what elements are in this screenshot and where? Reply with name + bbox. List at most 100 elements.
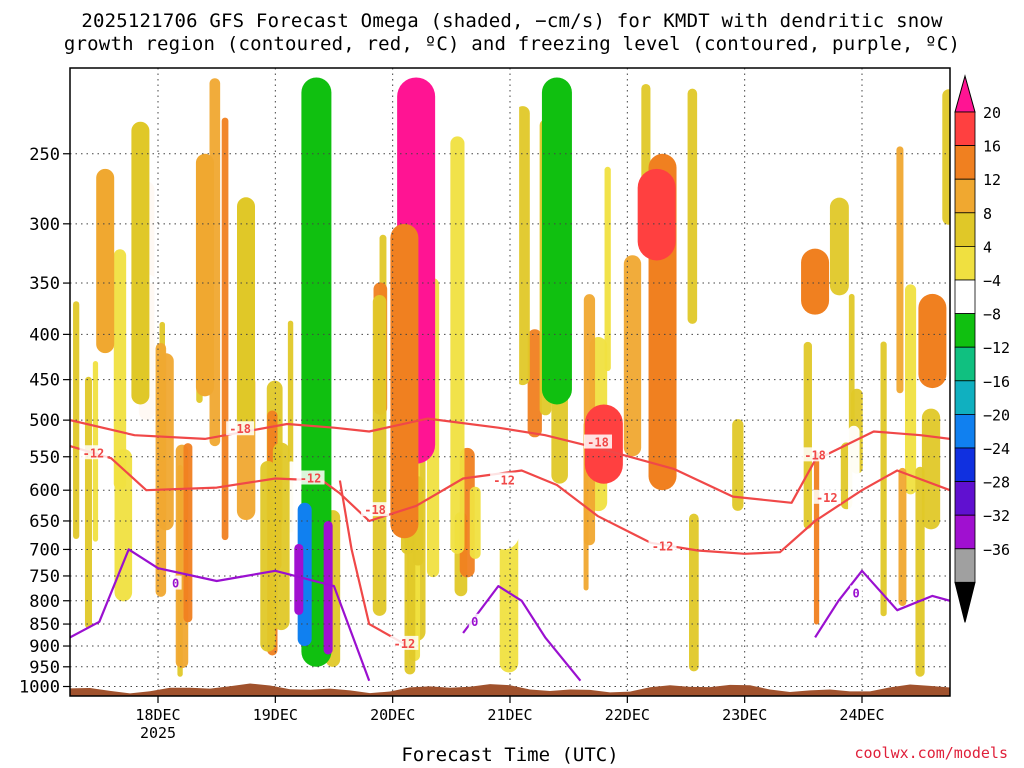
y-tick-label: 350: [29, 274, 60, 294]
colorbar-level-label: −12: [983, 339, 1010, 357]
site-credit[interactable]: coolwx.com/models: [854, 744, 1008, 762]
omega-cell: [131, 121, 150, 405]
omega-streak: [813, 451, 820, 625]
omega-streak: [372, 295, 387, 616]
x-year-label: 2025: [140, 724, 176, 742]
omega-streak: [942, 89, 950, 225]
omega-streak: [715, 175, 733, 382]
dgz-contour-label-bg: [648, 538, 677, 553]
y-tick-label: 950: [29, 658, 60, 678]
dgz-contour-label-bg: [801, 447, 830, 462]
x-tick-label: 20DEC: [370, 706, 415, 724]
omega-streak: [866, 379, 884, 658]
y-tick-label: 450: [29, 371, 60, 391]
colorbar-swatch: [954, 245, 976, 281]
omega-streak: [84, 376, 92, 629]
omega-streak: [623, 255, 642, 457]
omega-streak: [551, 388, 568, 484]
colorbar-swatch: [954, 346, 976, 382]
y-tick-label: 700: [29, 540, 60, 560]
omega-streak: [515, 106, 530, 386]
colorbar-swatch: [954, 514, 976, 550]
freezing-contour-label: 0: [471, 615, 478, 629]
colorbar: 20 16 12 8 4 −4 −8 −12 −16 −20 −24 −28 −32 −36: [954, 74, 1010, 623]
omega-streak: [718, 372, 730, 568]
omega-cell: [489, 86, 520, 550]
x-axis-title: Forecast Time (UTC): [401, 744, 619, 766]
colorbar-swatch: [954, 481, 976, 516]
freezing-level-line: [814, 569, 950, 638]
dgz-contour-label-bg: [812, 489, 841, 504]
omega-streak: [155, 342, 167, 597]
dgz-contour-line: [70, 445, 950, 555]
omega-cell: [237, 197, 255, 436]
omega-streak: [758, 332, 765, 581]
dgz-contour-label: -18: [587, 436, 609, 450]
x-tick-label: 19DEC: [253, 706, 298, 724]
chart-title-line-2: growth region (contoured, red, ºC) and f…: [63, 33, 961, 55]
omega-cell: [637, 168, 676, 261]
terrain-ground: [70, 683, 950, 696]
omega-cell: [294, 543, 304, 615]
dgz-contour-label: -12: [816, 491, 838, 505]
colorbar-swatch: [954, 279, 976, 314]
omega-streak: [221, 117, 229, 541]
omega-cell: [390, 223, 419, 539]
omega-streak: [260, 460, 276, 652]
omega-streak: [469, 486, 481, 559]
colorbar-swatch: [954, 178, 976, 214]
colorbar-level-label: 4: [983, 238, 992, 256]
omega-streak: [272, 442, 290, 631]
dgz-contour-label: -18: [804, 448, 826, 462]
omega-cell: [801, 248, 830, 315]
x-tick-label: 18DEC: [135, 706, 180, 724]
omega-streak: [197, 437, 215, 639]
x-tick-label: 22DEC: [605, 706, 650, 724]
omega-streak: [921, 408, 941, 530]
freezing-contour-label-bg: [850, 585, 863, 600]
freezing-contour-label-bg: [468, 613, 481, 628]
freezing-contour-label-bg: [169, 575, 182, 590]
contour-layer: -18 -12 -12 -18 -12 -18 -12 -18 -12 -12 0 0 0: [70, 417, 950, 682]
colorbar-level-label: −36: [983, 541, 1010, 559]
colorbar-bottom-arrow: [954, 581, 976, 623]
omega-cell: [323, 520, 333, 655]
dgz-contour-line: [70, 417, 950, 504]
dgz-contour-line: [338, 480, 405, 645]
colorbar-swatch: [954, 413, 976, 449]
colorbar-top-arrow: [954, 74, 976, 113]
colorbar-level-label: −20: [983, 406, 1010, 424]
omega-streak: [689, 513, 699, 672]
colorbar-level-label: −28: [983, 474, 1010, 492]
colorbar-swatch: [954, 447, 976, 482]
colorbar-level-label: −24: [983, 440, 1010, 458]
freezing-level-line: [462, 585, 582, 682]
x-tick-label: 21DEC: [487, 706, 532, 724]
colorbar-swatch: [954, 548, 976, 583]
y-tick-label: 800: [29, 592, 60, 612]
omega-streak: [113, 249, 127, 490]
colorbar-swatch: [954, 380, 976, 415]
colorbar-level-label: −4: [983, 272, 1001, 290]
y-tick-label: 1000: [19, 678, 60, 698]
y-tick-label: 750: [29, 567, 60, 587]
colorbar-swatch: [954, 111, 976, 146]
y-tick-label: 850: [29, 615, 60, 635]
x-tick-label: 24DEC: [839, 706, 884, 724]
y-tick-label: 500: [29, 411, 60, 431]
colorbar-level-label: 20: [983, 104, 1001, 122]
y-axis: 2503003504004505005506006507007508008509…: [19, 145, 70, 698]
colorbar-level-label: −32: [983, 507, 1010, 525]
dgz-contour-label: -12: [493, 473, 515, 487]
colorbar-level-label: −8: [983, 306, 1001, 324]
omega-cell: [195, 153, 214, 397]
omega-streak: [896, 146, 904, 394]
y-tick-label: 650: [29, 512, 60, 532]
y-tick-label: 550: [29, 448, 60, 468]
colorbar-swatch: [954, 145, 976, 180]
omega-streak: [803, 341, 812, 529]
omega-streak: [687, 88, 698, 324]
y-tick-label: 250: [29, 145, 60, 165]
y-tick-label: 600: [29, 481, 60, 501]
dgz-contour-label-bg: [79, 445, 108, 460]
